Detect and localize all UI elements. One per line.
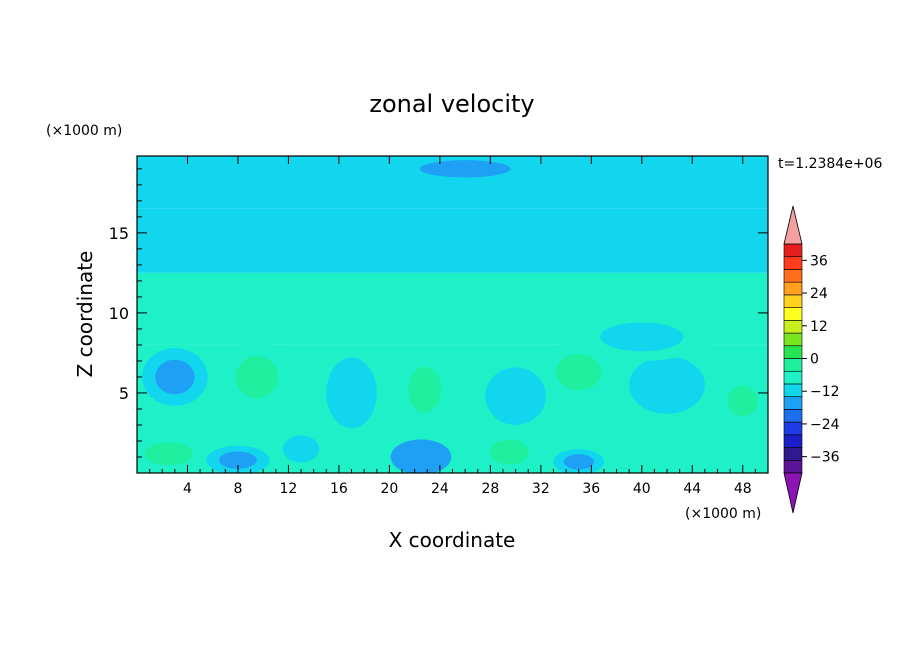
velocity-cell-10 xyxy=(540,341,617,403)
velocity-cell-14 xyxy=(717,375,768,427)
colorbar-over-arrow xyxy=(783,205,803,245)
x-ticks: 4 8 12 16 20 24 28 32 36 40 44 48 xyxy=(149,156,756,497)
x-axis-label: X coordinate xyxy=(389,528,516,552)
x-tick-label: 36 xyxy=(582,481,600,497)
velocity-cell-15 xyxy=(389,156,541,184)
colorbar-bin xyxy=(783,294,803,308)
x-tick-label: 32 xyxy=(532,481,550,497)
colorbar-bin xyxy=(783,332,803,347)
x-unit-label: (×1000 m) xyxy=(685,506,761,522)
colorbar: 36 24 12 0 −12 −24 −36 xyxy=(783,205,840,514)
colorbar-tick-label: 24 xyxy=(810,286,828,302)
colorbar-bin xyxy=(783,396,803,410)
x-tick-label: 24 xyxy=(431,481,449,497)
y-ticks: 5 10 15 xyxy=(109,168,768,458)
x-tick-label: 48 xyxy=(734,481,752,497)
colorbar-bin xyxy=(783,383,803,397)
colorbar-tick-label: 12 xyxy=(810,319,828,335)
x-tick-label: 20 xyxy=(380,481,398,497)
velocity-cell-6 xyxy=(396,351,453,429)
chart-title: zonal velocity xyxy=(369,90,534,118)
x-tick-label: 40 xyxy=(633,481,651,497)
velocity-cell-2 xyxy=(137,434,209,473)
colorbar-tick-label: 0 xyxy=(810,352,819,368)
y-tick-label: 5 xyxy=(119,384,129,403)
colorbar-bin xyxy=(783,434,803,448)
colorbar-bin xyxy=(783,269,803,283)
velocity-cell-4 xyxy=(270,426,332,472)
colorbar-bin xyxy=(783,320,803,334)
colorbar-tick-label: −36 xyxy=(810,450,840,466)
velocity-cell-3 xyxy=(206,445,270,473)
x-tick-label: 12 xyxy=(280,481,298,497)
velocity-cell-9 xyxy=(485,367,546,425)
colorbar-bin xyxy=(783,459,803,474)
velocity-cell-0 xyxy=(142,348,208,406)
velocity-cell-5 xyxy=(326,357,377,429)
velocity-cell-12 xyxy=(626,431,708,473)
y-tick-label: 10 xyxy=(109,304,129,323)
colorbar-bin xyxy=(783,256,803,270)
y-tick-label: 15 xyxy=(109,224,129,243)
x-tick-label: 44 xyxy=(683,481,701,497)
colorbar-bin xyxy=(783,358,803,372)
colorbar-bin xyxy=(783,307,803,321)
field-layer-1 xyxy=(137,208,768,273)
colorbar-bin xyxy=(783,421,803,436)
colorbar-tick-label: −24 xyxy=(810,417,840,433)
colorbar-bin xyxy=(783,447,803,461)
colorbar-bin xyxy=(783,409,803,423)
velocity-cell-8 xyxy=(476,431,543,473)
colorbar-bin xyxy=(783,281,803,296)
x-tick-label: 28 xyxy=(481,481,499,497)
colorbar-tick-label: −12 xyxy=(810,384,840,400)
velocity-cell-7 xyxy=(390,439,452,473)
x-tick-label: 8 xyxy=(233,481,242,497)
x-tick-label: 16 xyxy=(330,481,348,497)
y-axis-label: Z coordinate xyxy=(73,251,97,378)
colorbar-bin xyxy=(783,345,803,359)
x-tick-label: 4 xyxy=(183,481,192,497)
colorbar-bin xyxy=(783,243,803,258)
velocity-field xyxy=(137,156,768,473)
velocity-cell-1 xyxy=(221,341,293,413)
colorbar-under-arrow xyxy=(783,472,803,514)
y-unit-label: (×1000 m) xyxy=(46,123,122,139)
velocity-cell-16 xyxy=(572,312,712,361)
velocity-cell-13 xyxy=(629,356,705,414)
colorbar-bin xyxy=(783,370,803,385)
time-label: t=1.2384e+06 xyxy=(778,156,882,172)
colorbar-tick-label: 36 xyxy=(810,253,828,269)
